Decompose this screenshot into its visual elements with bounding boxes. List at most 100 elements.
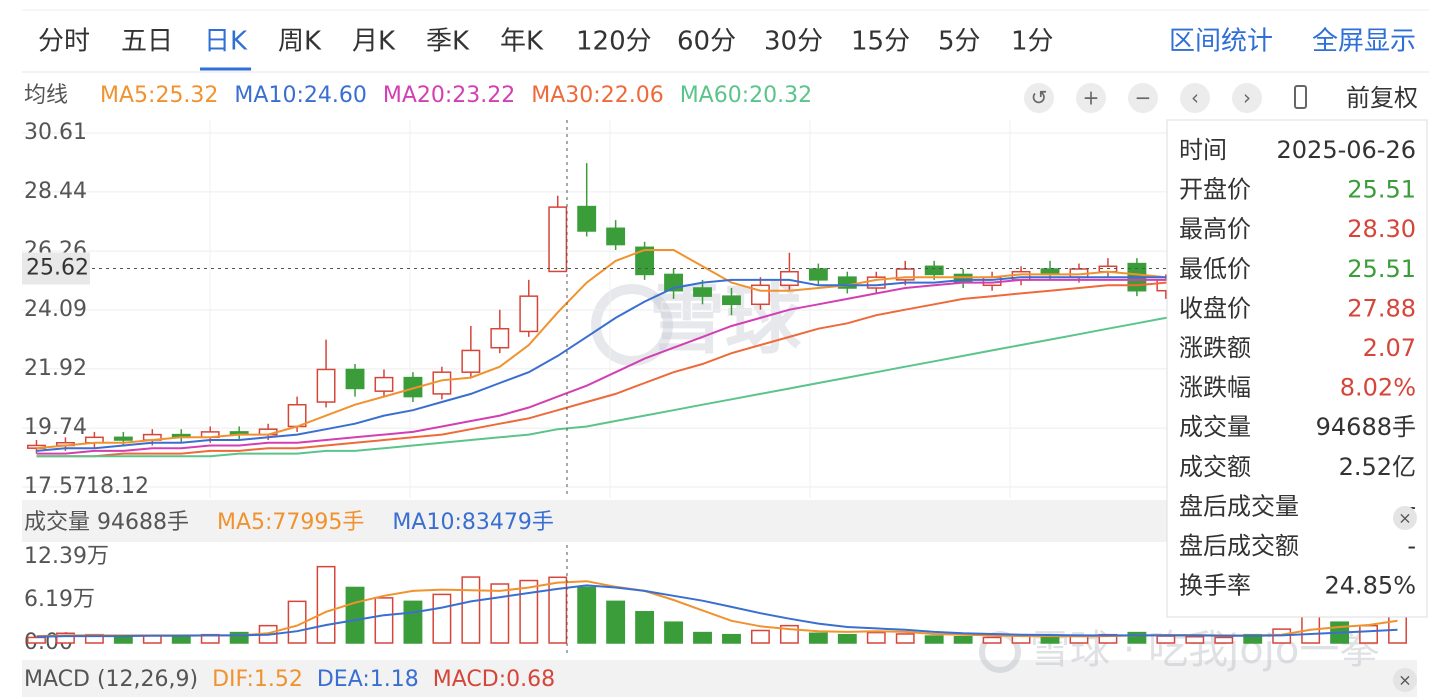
adjust-toggle[interactable]: 前复权	[1346, 84, 1418, 112]
candle-body	[113, 436, 133, 441]
volume-bar	[1214, 636, 1234, 644]
volume-bar	[1127, 631, 1147, 644]
tooltip-label: 盘后成交量	[1179, 492, 1299, 520]
y-tick-label: 19.74	[24, 415, 87, 440]
tooltip-label: 涨跌额	[1179, 334, 1251, 362]
y-tick-label: 21.92	[24, 356, 87, 381]
tooltip-label: 最高价	[1179, 215, 1251, 243]
volume-legend: 成交量 94688手	[24, 510, 189, 535]
tool-button[interactable]: 区间统计	[1169, 27, 1273, 57]
volume-bar	[722, 633, 741, 644]
volume-bar	[1040, 636, 1060, 644]
icon-button[interactable]	[1024, 83, 1054, 113]
volume-bar	[693, 631, 712, 644]
tab[interactable]: 1分	[1011, 27, 1054, 57]
candle-body	[808, 268, 828, 281]
close-button[interactable]	[1393, 506, 1417, 530]
tab[interactable]: 30分	[764, 27, 823, 57]
tooltip-value: -	[1407, 492, 1416, 520]
volume-bar	[664, 621, 683, 644]
y-tick-label: 30.61	[24, 120, 87, 145]
ma-title: 均线	[24, 83, 68, 108]
volume-bar	[953, 636, 973, 644]
tooltip-label: 换手率	[1179, 572, 1251, 600]
ma-legend: MA5:25.32	[100, 83, 218, 108]
ma-legend: MA10:24.60	[234, 83, 366, 108]
volume-bar	[432, 593, 452, 644]
candle-body	[316, 368, 336, 403]
volume-bar	[1185, 636, 1205, 644]
volume-bar	[548, 576, 568, 644]
icon-glyph: −	[1135, 86, 1152, 110]
candle-body	[924, 265, 944, 276]
current-price-bg	[22, 252, 90, 285]
volume-bar	[374, 597, 394, 644]
tooltip-value: 25.51	[1347, 176, 1416, 204]
tooltip-label: 最低价	[1179, 255, 1251, 283]
tab[interactable]: 60分	[677, 27, 736, 57]
tooltip-label: 成交额	[1179, 453, 1251, 481]
volume-bar	[808, 632, 828, 644]
volume-legend: MA10:83479手	[392, 510, 553, 535]
tooltip-value: 94688手	[1316, 413, 1416, 441]
tab[interactable]: 15分	[851, 27, 910, 57]
volume-bar	[490, 583, 510, 644]
tab[interactable]: 周K	[278, 27, 322, 57]
tooltip-value: 2025-06-26	[1277, 136, 1416, 164]
low-price-label: 18.12	[86, 474, 149, 499]
volume-legend: MA5:77995手	[217, 510, 364, 535]
tab[interactable]: 月K	[352, 27, 396, 57]
volume-bar	[606, 600, 626, 644]
tool-button[interactable]: 全屏显示	[1312, 27, 1416, 57]
close-button[interactable]	[1393, 668, 1417, 692]
y-tick-label: 17.57	[24, 474, 87, 499]
icon-glyph: +	[1083, 86, 1100, 110]
tooltip-label: 收盘价	[1179, 294, 1251, 322]
macd-legend: DEA:1.18	[317, 667, 419, 692]
candle-body	[837, 276, 857, 289]
candle-body	[722, 295, 741, 306]
icon-glyph: ›	[1243, 86, 1251, 110]
icon-button[interactable]	[1294, 85, 1307, 109]
tab[interactable]: 120分	[576, 27, 652, 57]
candle-body	[548, 206, 568, 273]
tooltip-value: 8.02%	[1340, 374, 1416, 402]
tooltip-value: 2.07	[1363, 334, 1416, 362]
tab[interactable]: 日K	[204, 27, 248, 57]
tooltip-label: 成交量	[1179, 413, 1251, 441]
tab[interactable]: 五日	[121, 27, 173, 57]
ma-legend: MA30:22.06	[531, 83, 663, 108]
volume-bar	[403, 600, 423, 644]
tab[interactable]: 季K	[426, 27, 470, 57]
volume-bar	[56, 632, 75, 644]
candle-body	[461, 349, 481, 373]
volume-bar	[577, 586, 597, 644]
volume-bar	[866, 631, 886, 644]
volume-bar	[751, 629, 770, 644]
icon-button[interactable]	[1076, 83, 1106, 113]
tooltip-value: 25.51	[1347, 255, 1416, 283]
macd-legend: MACD:0.68	[433, 667, 555, 692]
volume-bar	[27, 636, 46, 644]
ma-legend: MA60:20.32	[680, 83, 812, 108]
icon-button[interactable]	[1232, 83, 1262, 113]
close-glyph: ×	[1398, 671, 1411, 690]
volume-bar	[1011, 635, 1031, 644]
candle-body	[403, 376, 423, 398]
tab[interactable]: 年K	[500, 27, 544, 57]
ma-line	[36, 584, 1398, 638]
y-tick-label: 24.09	[24, 297, 87, 322]
volume-bar	[345, 586, 365, 644]
candle-body	[635, 246, 655, 276]
icon-button[interactable]	[1180, 83, 1210, 113]
tab[interactable]: 分时	[38, 27, 90, 57]
icon-glyph: ‹	[1191, 86, 1199, 110]
volume-bar	[924, 635, 944, 644]
tooltip-label: 盘后成交额	[1179, 532, 1299, 560]
y-tick-label: 12.39万	[24, 544, 109, 569]
close-glyph: ×	[1398, 509, 1411, 528]
icon-button[interactable]	[1128, 83, 1158, 113]
tab[interactable]: 5分	[938, 27, 981, 57]
